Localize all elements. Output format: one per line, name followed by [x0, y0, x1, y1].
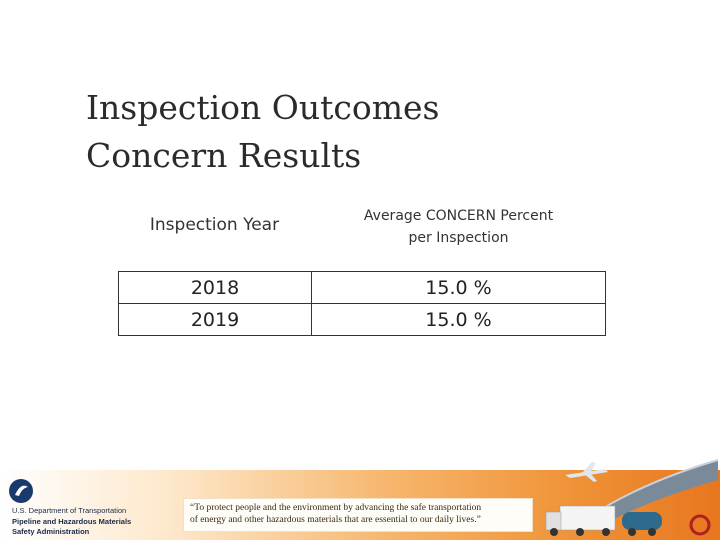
- mission-quote-line-1: “To protect people and the environment b…: [190, 503, 482, 513]
- pipeline-icon: [600, 460, 718, 522]
- table-row: 2019 15.0 %: [118, 303, 606, 336]
- agency-name-line-3: Safety Administration: [12, 527, 90, 536]
- airplane-icon: [565, 462, 608, 482]
- mission-quote-line-2: of energy and other hazardous materials …: [190, 515, 481, 525]
- cell-percent: 15.0 %: [311, 303, 606, 336]
- column-header-year: Inspection Year: [149, 215, 280, 235]
- dot-logo-icon: [9, 479, 33, 503]
- table-row: 2018 15.0 %: [118, 271, 606, 304]
- page-number: 9: [684, 452, 693, 467]
- concern-results-table: 2018 15.0 % 2019 15.0 %: [118, 271, 606, 336]
- column-header-percent-line-1: Average CONCERN Percent: [363, 208, 554, 224]
- agency-name-line-2: Pipeline and Hazardous Materials: [12, 517, 132, 526]
- column-header-percent: Average CONCERN Percent per Inspection: [311, 205, 606, 249]
- tanker-icon: [622, 512, 662, 536]
- cell-percent: 15.0 %: [311, 271, 606, 304]
- cell-year: 2018: [118, 271, 312, 304]
- slide-title: Inspection Outcomes Concern Results: [86, 84, 439, 180]
- transportation-illustration: [545, 459, 719, 536]
- valve-icon: [689, 514, 711, 536]
- slide-title-line-1: Inspection Outcomes: [86, 88, 440, 127]
- truck-icon: [545, 505, 616, 536]
- cell-year: 2019: [118, 303, 312, 336]
- slide-title-line-2: Concern Results: [86, 136, 362, 175]
- mission-quote: “To protect people and the environment b…: [183, 498, 533, 532]
- agency-name-line-1: U.S. Department of Transportation: [12, 506, 127, 515]
- column-header-percent-line-2: per Inspection: [408, 230, 509, 246]
